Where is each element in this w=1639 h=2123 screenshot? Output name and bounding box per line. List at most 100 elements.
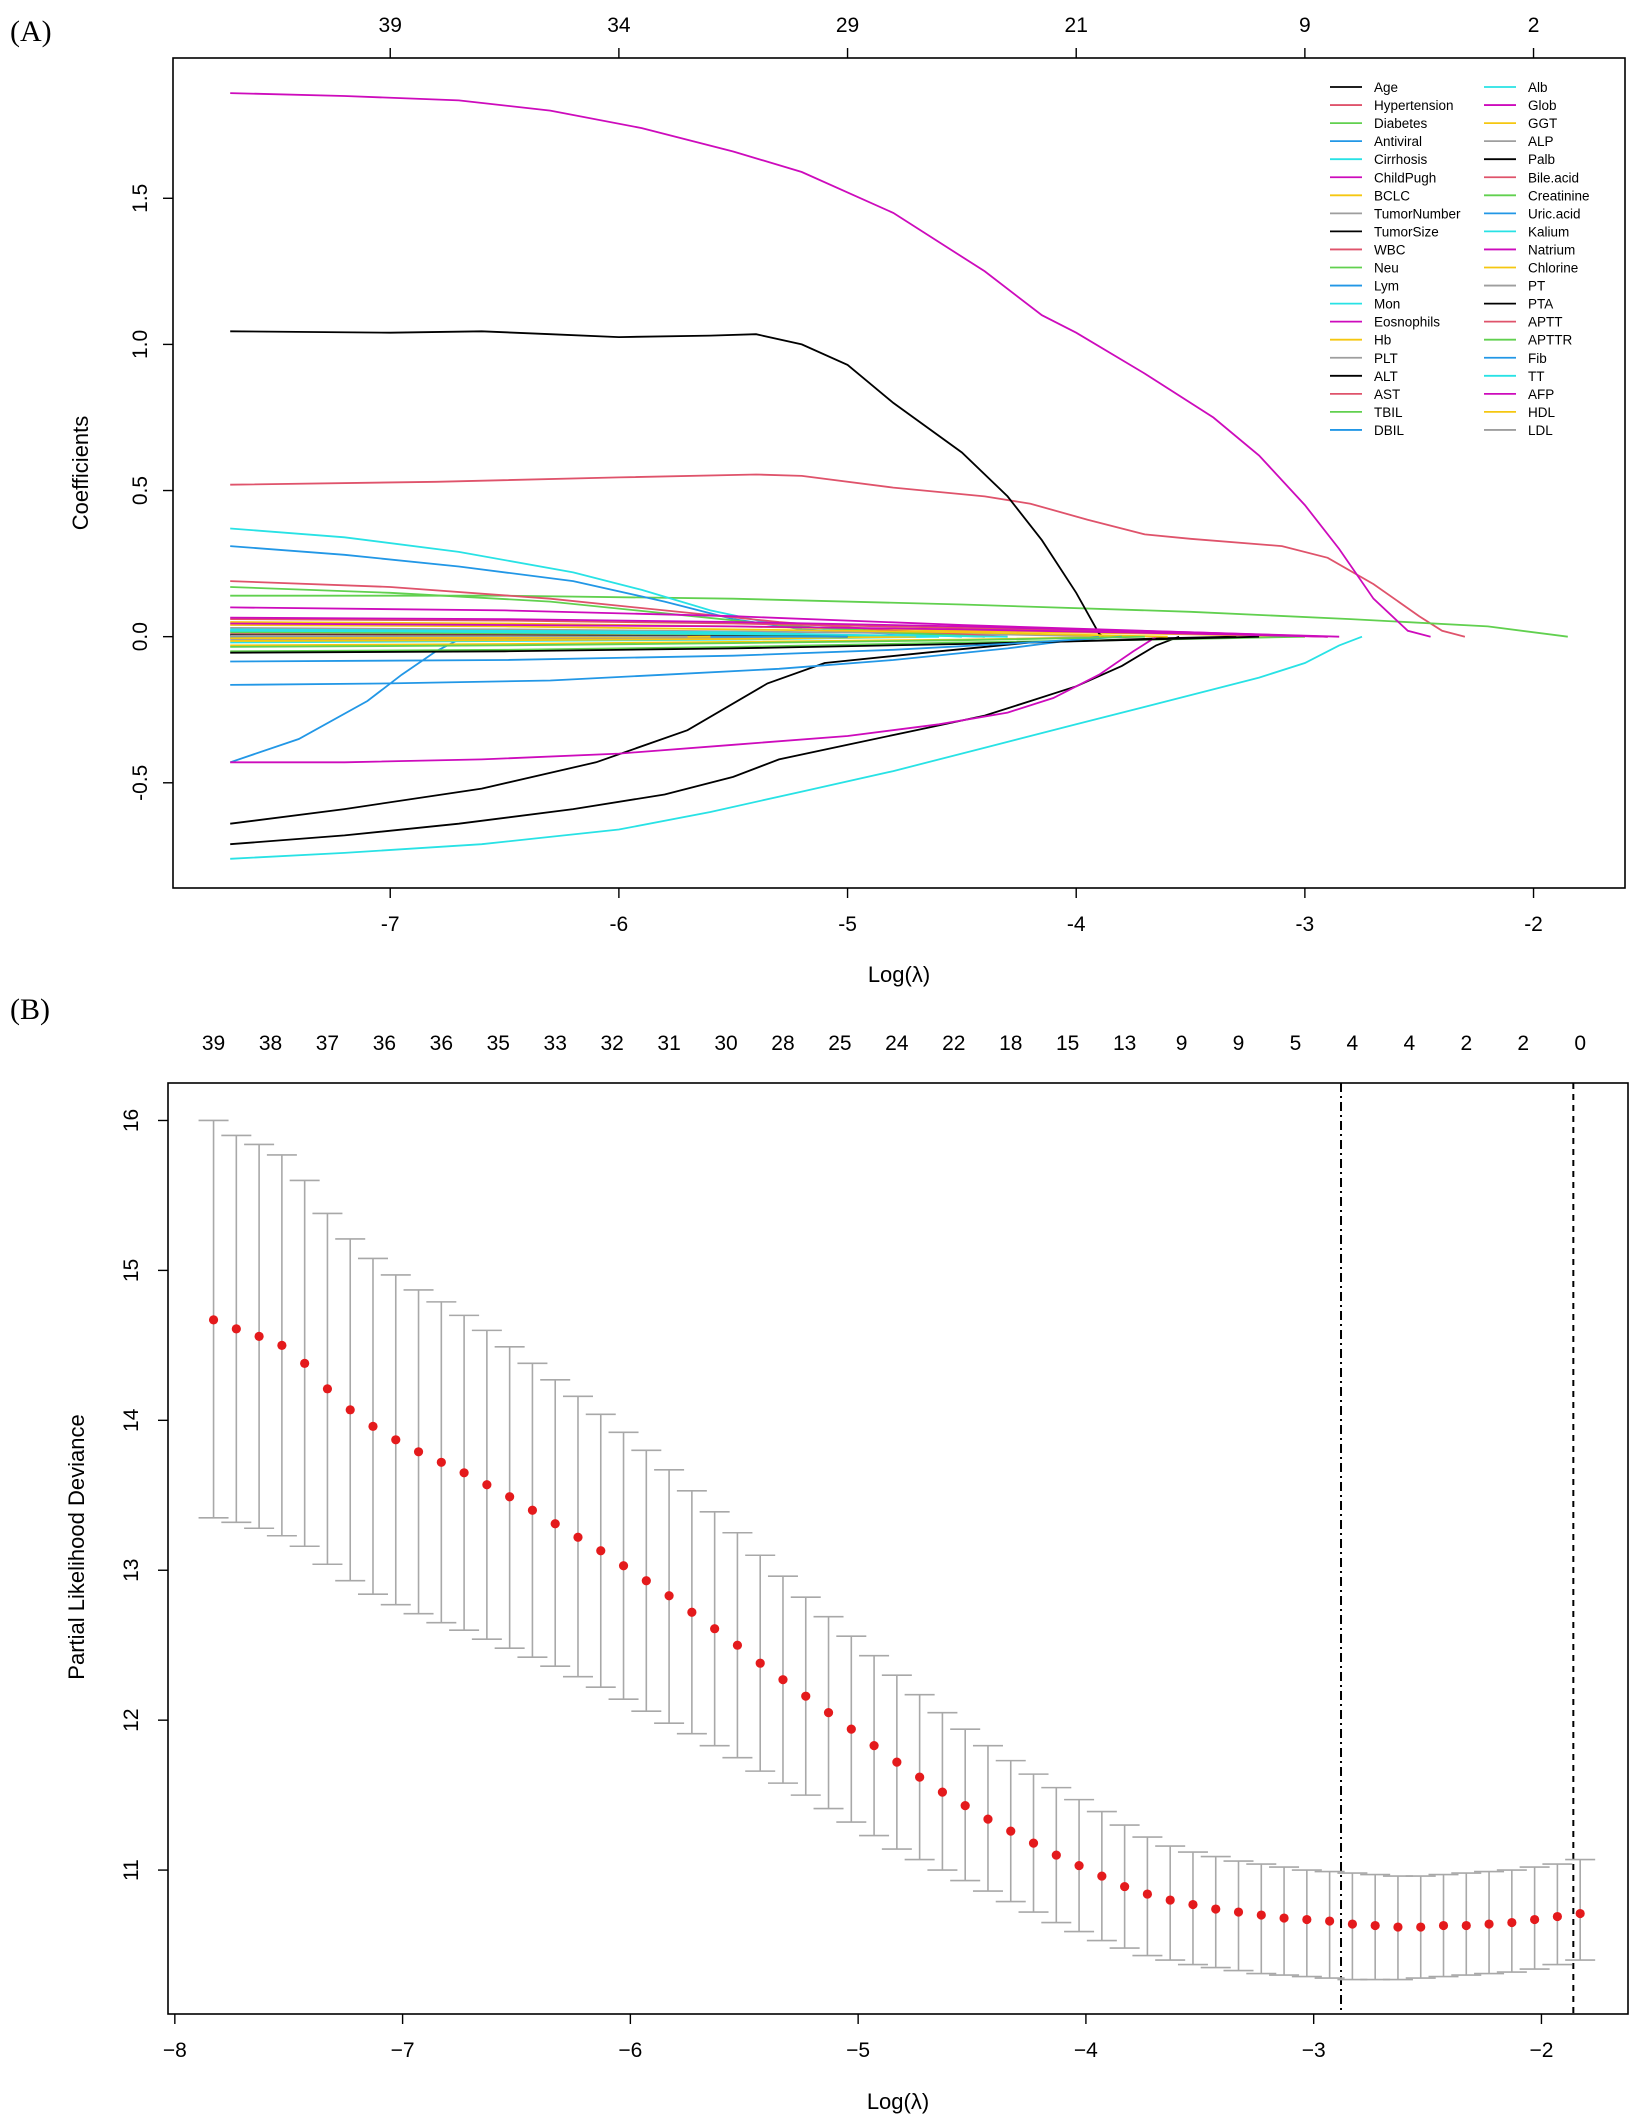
top-tick-label: 9 xyxy=(1233,1032,1245,1055)
deviance-point xyxy=(915,1772,925,1782)
deviance-point xyxy=(710,1624,720,1634)
x-tick-label: -4 xyxy=(1067,913,1086,936)
deviance-point xyxy=(277,1340,287,1350)
y-tick-label: 15 xyxy=(120,1259,143,1282)
legend-label: AFP xyxy=(1528,387,1554,402)
deviance-point xyxy=(368,1421,378,1431)
panel-b-points xyxy=(208,1315,1585,1932)
top-tick-label: 32 xyxy=(600,1032,623,1055)
deviance-point xyxy=(1347,1919,1357,1929)
deviance-point xyxy=(300,1358,310,1368)
legend-label: GGT xyxy=(1528,116,1557,131)
legend-label: PT xyxy=(1528,279,1545,294)
deviance-point xyxy=(1325,1916,1335,1926)
legend-label: Hypertension xyxy=(1374,98,1454,113)
legend-label: Kalium xyxy=(1528,224,1569,239)
x-tick-label: -6 xyxy=(610,913,629,936)
top-tick-label: 34 xyxy=(607,14,631,37)
x-tick-label: −6 xyxy=(618,2039,642,2062)
legend-label: Natrium xyxy=(1528,242,1575,257)
deviance-point xyxy=(823,1708,834,1718)
deviance-point xyxy=(482,1480,492,1490)
panel-b-x-axis: −8 −7 −6 −5 −4 −3 −2 xyxy=(163,2014,1553,2062)
panel-b-y-axis-title: Partial Likelihood Deviance xyxy=(64,1414,89,1679)
legend-label: DBIL xyxy=(1374,423,1405,438)
top-tick-label: 21 xyxy=(1065,14,1088,37)
y-tick-label: 0.0 xyxy=(129,622,152,651)
deviance-point xyxy=(1006,1826,1016,1836)
y-tick-label: 11 xyxy=(120,1859,143,1881)
deviance-point xyxy=(1484,1919,1494,1929)
top-tick-label: 0 xyxy=(1574,1032,1586,1055)
top-tick-label: 33 xyxy=(544,1032,567,1055)
deviance-point xyxy=(413,1447,424,1457)
legend-label: ChildPugh xyxy=(1374,170,1436,185)
deviance-point xyxy=(208,1315,219,1325)
coef-line-ggt xyxy=(230,624,1168,638)
coef-line-childpugh xyxy=(230,92,1431,638)
top-tick-label: 2 xyxy=(1517,1032,1529,1055)
legend-label: HDL xyxy=(1528,405,1555,420)
deviance-point xyxy=(1575,1908,1585,1919)
deviance-point xyxy=(869,1741,879,1751)
coef-line-mon xyxy=(230,635,1363,860)
x-tick-label: -2 xyxy=(1524,913,1543,936)
deviance-point xyxy=(801,1691,811,1701)
panel-a-plot-frame xyxy=(172,57,1626,889)
top-tick-label: 4 xyxy=(1403,1032,1415,1055)
panel-b-label: (B) xyxy=(10,993,50,1026)
y-tick-label: 13 xyxy=(120,1559,143,1582)
deviance-point xyxy=(527,1505,538,1515)
top-tick-label: 36 xyxy=(430,1032,453,1055)
y-tick-label: -0.5 xyxy=(129,765,152,801)
deviance-point xyxy=(596,1546,606,1556)
x-tick-label: −5 xyxy=(846,2039,870,2062)
panel-a-label: (A) xyxy=(10,15,52,48)
legend-label: Creatinine xyxy=(1528,188,1590,203)
top-tick-label: 18 xyxy=(999,1032,1022,1055)
legend-label: Neu xyxy=(1374,261,1399,276)
y-tick-label: 14 xyxy=(120,1408,143,1432)
coef-line-afp xyxy=(230,616,1340,638)
deviance-point xyxy=(505,1492,515,1502)
deviance-point xyxy=(322,1384,333,1394)
legend-label: Mon xyxy=(1374,297,1400,312)
top-tick-label: 39 xyxy=(379,14,402,37)
panel-a-y-axis: -0.5 0.0 0.5 1.0 1.5 xyxy=(129,184,173,801)
top-tick-label: 37 xyxy=(316,1032,339,1055)
x-tick-label: −3 xyxy=(1302,2039,1326,2062)
y-tick-label: 1.5 xyxy=(129,184,152,213)
deviance-point xyxy=(1188,1899,1198,1910)
coef-line-palb xyxy=(230,635,1260,654)
legend-label: TBIL xyxy=(1374,405,1403,420)
legend-label: TumorSize xyxy=(1374,224,1439,239)
deviance-point xyxy=(1256,1910,1266,1920)
deviance-point xyxy=(1370,1920,1380,1931)
deviance-point xyxy=(1120,1881,1130,1892)
coef-line-natrium xyxy=(230,622,1328,638)
deviance-point xyxy=(664,1591,674,1601)
panel-b-y-axis: 11 12 13 14 15 16 xyxy=(120,1109,168,1881)
y-tick-label: 16 xyxy=(120,1109,143,1132)
coef-line-hypertension xyxy=(230,473,1466,638)
deviance-point xyxy=(1393,1922,1403,1932)
top-tick-label: 15 xyxy=(1056,1032,1079,1055)
panel-b-top-axis: 39 38 37 36 36 35 33 32 31 30 28 25 24 22 18 15 13 9 9 5 4 4 2… xyxy=(202,1032,1586,1055)
legend-label: Alb xyxy=(1528,80,1548,95)
deviance-point xyxy=(937,1787,948,1797)
x-tick-label: -5 xyxy=(838,913,857,936)
deviance-point xyxy=(550,1519,560,1529)
deviance-point xyxy=(687,1607,697,1617)
deviance-point xyxy=(231,1324,241,1334)
legend-label: Age xyxy=(1374,80,1398,95)
top-tick-label: 4 xyxy=(1347,1032,1359,1055)
deviance-point xyxy=(1552,1911,1562,1922)
coef-line-tt xyxy=(230,629,1008,638)
panel-a-legend: Age Hypertension Diabetes Antiviral Cirrhosi… xyxy=(1330,80,1590,438)
deviance-point xyxy=(1530,1914,1540,1925)
x-tick-label: -7 xyxy=(381,913,400,936)
deviance-point xyxy=(1211,1904,1221,1914)
legend-label: ALT xyxy=(1374,369,1398,384)
legend-label: Diabetes xyxy=(1374,116,1428,131)
